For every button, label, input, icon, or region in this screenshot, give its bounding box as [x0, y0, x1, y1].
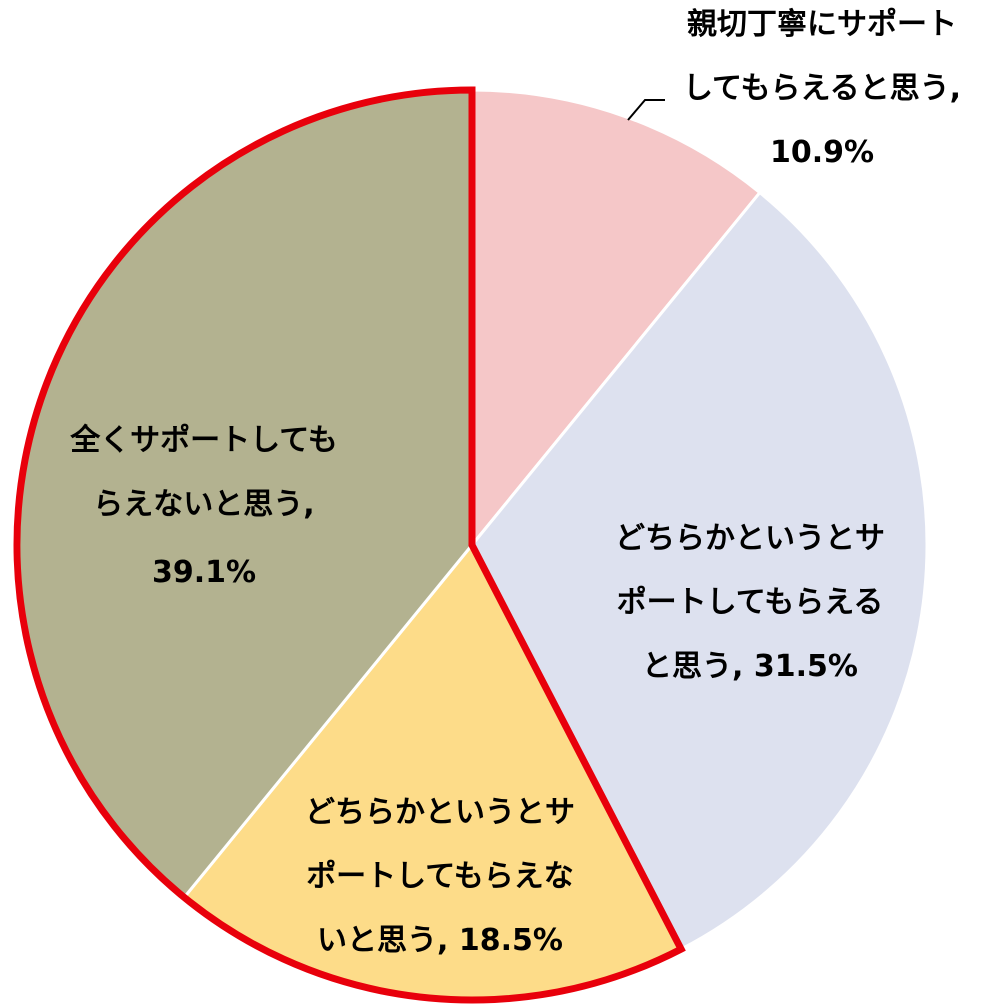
slice-label-2-line-1: どちらかというとサ	[615, 521, 885, 556]
slice-label-4-line-2: らえないと思う,	[93, 487, 314, 522]
slice-label-2-line-2: ポートしてもらえる	[617, 585, 884, 620]
slice-label-2-line-3: と思う, 31.5%	[642, 649, 858, 684]
leader-layer	[627, 99, 665, 121]
slice-label-1-line-3: 10.9%	[770, 135, 874, 170]
leader-line	[627, 99, 665, 121]
slice-label-1-line-2: してもらえると思う,	[683, 71, 961, 106]
highlight-layer	[13, 86, 686, 1004]
slice-label-4-line-1: 全くサポートしても	[69, 423, 338, 458]
slice-label-3-line-3: いと思う, 18.5%	[317, 923, 563, 958]
labels-layer: 親切丁寧にサポートしてもらえると思う,10.9%どちらかというとサポートしてもら…	[69, 7, 961, 958]
slice-label-4-line-3: 39.1%	[152, 555, 256, 590]
slice-label-1-line-1: 親切丁寧にサポート	[687, 7, 957, 42]
pie-slice-1	[470, 88, 762, 550]
slice-label-3-line-1: どちらかというとサ	[305, 795, 575, 830]
slice-label-3-line-2: ポートしてもらえな	[306, 859, 574, 894]
highlight-outline	[13, 86, 686, 1004]
